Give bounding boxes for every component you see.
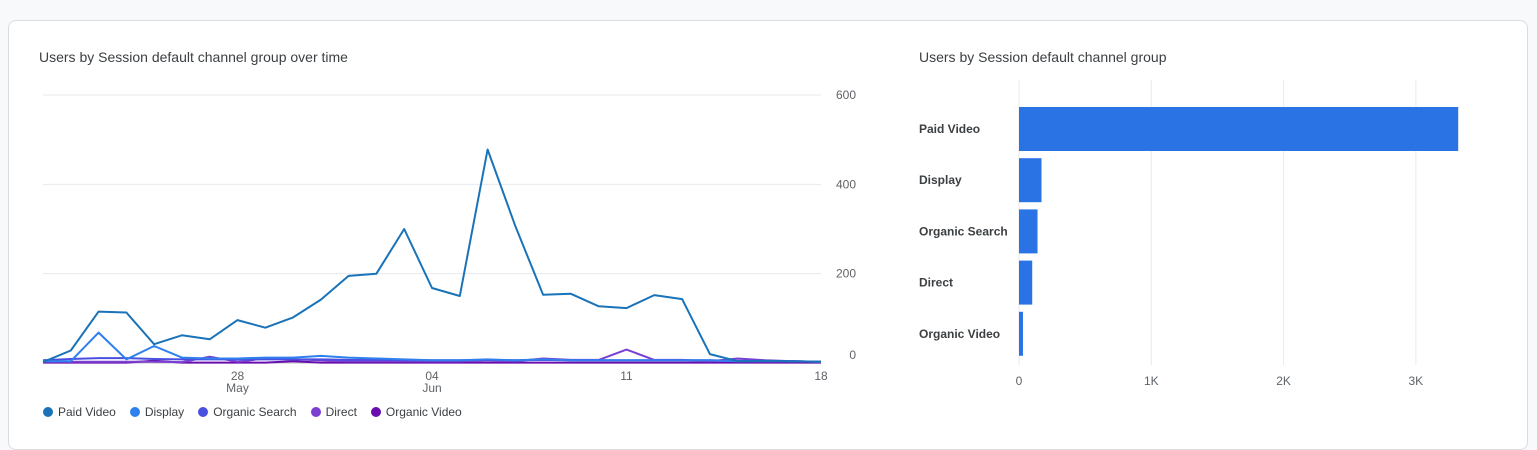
legend-label: Direct <box>325 405 357 419</box>
line-chart-legend: Paid Video Display Organic Search Direct Org… <box>43 405 462 419</box>
x-tick-label: 2K <box>1276 374 1291 388</box>
x-tick-label: 11 <box>620 369 633 383</box>
series-line-paid-video[interactable] <box>42 148 822 364</box>
legend-label: Display <box>144 405 185 419</box>
legend-dot-icon <box>43 407 53 417</box>
legend-dot-icon <box>198 407 209 417</box>
legend-dot-icon <box>129 407 140 417</box>
legend-item[interactable]: Organic Video <box>370 405 462 419</box>
line-chart-title: Users by Session default channel group o… <box>39 49 348 65</box>
legend-dot-icon <box>370 407 381 417</box>
x-tick-label: 28 <box>231 369 245 383</box>
bar-chart-title: Users by Session default channel group <box>919 49 1167 65</box>
bar-direct[interactable] <box>1019 260 1033 305</box>
bar-chart[interactable]: 0 1K 2K 3K Paid Video Display Organic Search Di… <box>0 0 1537 433</box>
x-tick-label: 3K <box>1409 374 1424 388</box>
x-tick-label: 18 <box>814 369 828 383</box>
report-card <box>8 20 1528 450</box>
category-label: Organic Search <box>919 224 1008 238</box>
y-tick-label: 400 <box>836 177 856 191</box>
x-tick-label: 1K <box>1144 374 1159 388</box>
x-tick-label: 0 <box>1016 374 1023 388</box>
legend-item[interactable]: Display <box>129 405 185 419</box>
y-tick-label: 0 <box>849 348 856 362</box>
category-label: Display <box>919 173 962 187</box>
legend-label: Paid Video <box>58 405 116 419</box>
bar-paid-video[interactable] <box>1019 107 1459 151</box>
series-line-display[interactable] <box>43 331 822 363</box>
category-label: Organic Video <box>919 327 1000 341</box>
legend-label: Organic Search <box>213 405 297 419</box>
legend-item[interactable]: Direct <box>310 405 357 419</box>
bar-organic-video[interactable] <box>1019 311 1023 356</box>
legend-dot-icon <box>310 407 321 417</box>
legend-item[interactable]: Organic Search <box>198 405 297 419</box>
legend-item[interactable]: Paid Video <box>43 405 116 419</box>
y-tick-label: 600 <box>836 88 856 102</box>
category-label: Paid Video <box>919 122 980 136</box>
category-label: Direct <box>919 276 953 290</box>
x-tick-sublabel: Jun <box>422 381 441 395</box>
bar-display[interactable] <box>1019 158 1042 203</box>
x-tick-label: 04 <box>425 369 439 383</box>
legend-label: Organic Video <box>385 405 462 419</box>
y-tick-label: 200 <box>836 267 856 281</box>
bar-organic-search[interactable] <box>1019 209 1038 254</box>
x-tick-sublabel: May <box>226 381 249 395</box>
